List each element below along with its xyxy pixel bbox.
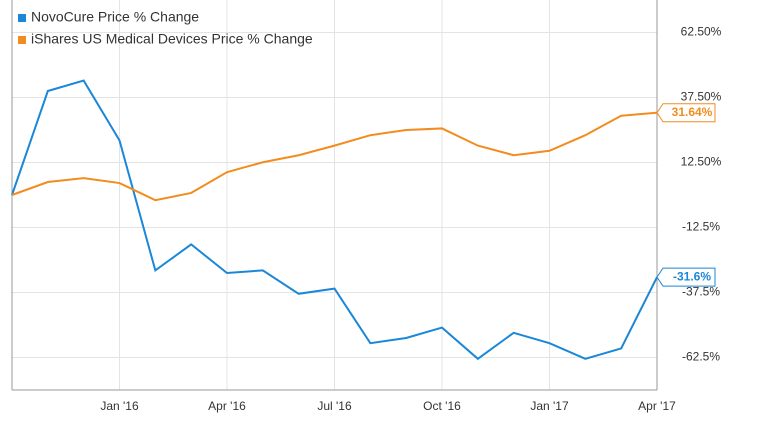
y-tick-label: 62.50% [681,25,722,39]
y-tick-label: -12.5% [682,220,720,234]
series-line [11,79,658,361]
y-tick-label: 12.50% [681,155,722,169]
series-line [11,111,658,202]
y-tick-label: -37.5% [682,285,720,299]
end-label-text: 31.64% [672,105,713,119]
end-label-text: -31.6% [673,269,711,283]
y-tick-label: 37.50% [681,90,722,104]
x-tick-label: Apr '16 [208,399,246,413]
x-tick-label: Oct '16 [423,399,461,413]
end-label: -31.6% [656,267,716,287]
end-label-box [656,103,716,123]
legend-label: NovoCure Price % Change [31,9,199,25]
legend-swatch [18,36,26,44]
legend-swatch [18,14,26,22]
legend-label: iShares US Medical Devices Price % Chang… [31,31,313,47]
x-tick-label: Jan '17 [530,399,569,413]
end-label: 31.64% [656,103,716,123]
end-label-box [656,267,716,287]
y-tick-label: -62.5% [682,350,720,364]
x-tick-label: Jul '16 [317,399,352,413]
x-tick-label: Apr '17 [638,399,676,413]
x-tick-label: Jan '16 [100,399,139,413]
